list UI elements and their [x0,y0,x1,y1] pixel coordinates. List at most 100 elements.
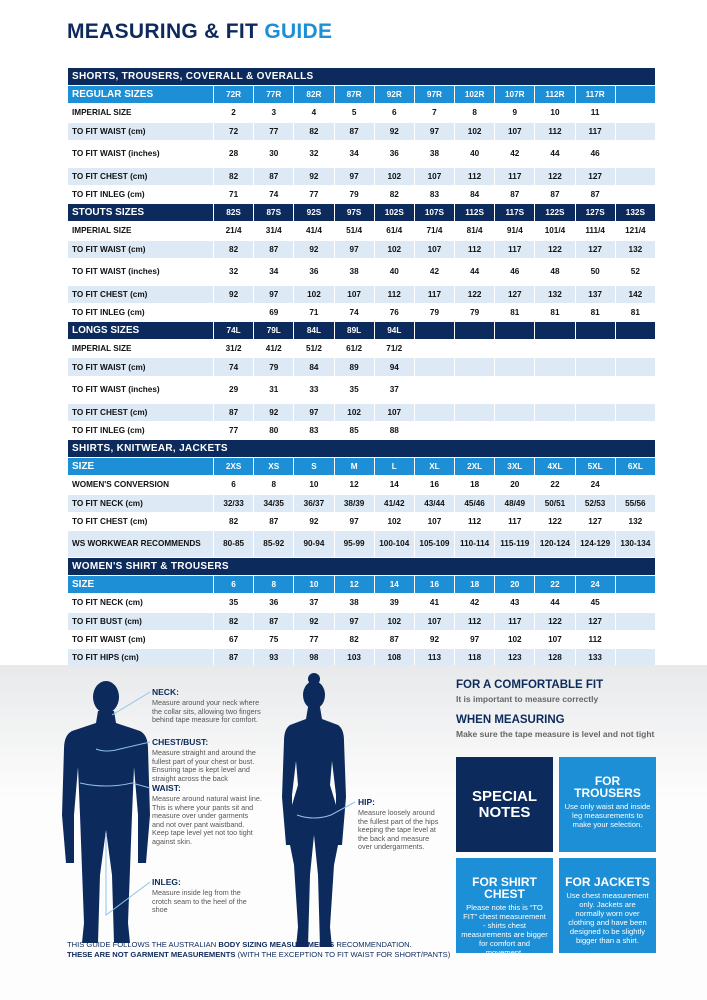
value-cell: 82 [294,122,334,141]
value-cell: 142 [615,285,655,304]
section-row: SHORTS, TROUSERS, COVERALL & OVERALLS [68,68,655,87]
empty-cell [455,376,495,404]
data-row: TO FIT NECK (cm) 35 36 37 38 39 41 42 43 44 45 [68,594,655,613]
section-title: SHORTS, TROUSERS, COVERALL & OVERALLS [68,68,655,87]
value-cell: 22 [535,476,575,495]
value-cell: 42 [414,258,455,286]
data-row: TO FIT INLEG (cm) 69 71 74 76 79 79 81 81 81 81 [68,303,655,323]
value-cell: 43 [495,594,535,613]
value-cell: 83 [294,421,334,440]
footer-text: THESE ARE NOT GARMENT MEASUREMENTS [67,950,236,959]
row-label: WOMEN'S CONVERSION [68,476,213,495]
row-label: TO FIT WAIST (inches) [68,140,213,168]
data-row: TO FIT INLEG (cm) 71 74 77 79 82 83 84 87 87 87 [68,185,655,205]
size-cell: 107R [495,86,535,105]
value-cell: 112 [374,285,414,304]
size-cell: 127S [575,204,615,223]
value-cell: 87 [214,403,254,422]
value-cell: 75 [254,630,294,649]
value-cell: 107 [334,285,374,304]
value-cell: 55/56 [615,494,655,513]
value-cell: 127 [575,612,615,631]
data-row: TO FIT NECK (cm) 32/33 34/35 36/37 38/39 41/4… [68,494,655,513]
value-cell: 102 [334,403,374,422]
row-label: TO FIT CHEST (cm) [68,285,213,304]
empty-cell [414,322,455,341]
value-cell: 92 [254,403,294,422]
value-cell: 85 [334,421,374,440]
value-cell: 14 [374,476,414,495]
measure-label: WAIST: [152,783,181,793]
size-label: LONGS SIZES [68,322,213,341]
size-label: REGULAR SIZES [68,86,213,105]
value-cell: 81 [535,303,575,323]
value-cell: 21/4 [214,222,254,241]
note-box: FOR TROUSERS Use only waist and inside le… [559,757,656,852]
empty-cell [535,421,575,440]
empty-cell [414,403,455,422]
value-cell: 87 [334,122,374,141]
row-label: TO FIT CHEST (cm) [68,512,213,531]
note-title: FOR JACKETS [565,875,650,889]
value-cell: 34 [254,258,294,286]
tip-text: Make sure the tape measure is level and … [456,729,655,739]
value-cell: 83 [414,185,455,205]
value-cell: 24 [575,476,615,495]
empty-cell [575,376,615,404]
row-label: WS WORKWEAR RECOMMENDS [68,530,213,558]
value-cell: 102 [495,630,535,649]
value-cell: 48 [535,258,575,286]
value-cell: 84 [455,185,495,205]
value-cell: 88 [374,421,414,440]
data-row: IMPERIAL SIZE 2 3 4 5 6 7 8 9 10 11 [68,104,655,123]
value-cell: 102 [455,122,495,141]
value-cell: 89 [334,358,374,377]
empty-cell [615,594,655,613]
value-cell: 87 [374,630,414,649]
value-cell: 31/4 [254,222,294,241]
value-cell: 5 [334,104,374,123]
row-label: TO FIT INLEG (cm) [68,303,213,323]
value-cell: 132 [615,240,655,259]
value-cell: 77 [254,122,294,141]
value-cell: 107 [535,630,575,649]
size-cell: 112R [535,86,575,105]
value-cell: 127 [575,240,615,259]
row-label: TO FIT WAIST (cm) [68,122,213,141]
size-cell: 89L [334,322,374,341]
empty-cell [615,340,655,359]
male-figure [62,681,150,943]
empty-cell [495,421,535,440]
row-label: TO FIT CHEST (cm) [68,403,213,422]
value-cell: 7 [414,104,455,123]
value-cell: 92 [294,240,334,259]
measure-label: HIP: [358,797,375,807]
row-label: IMPERIAL SIZE [68,222,213,241]
empty-cell [414,421,455,440]
empty-cell [615,185,655,205]
value-cell: 79 [334,185,374,205]
value-cell: 36/37 [294,494,334,513]
value-cell: 87 [254,167,294,186]
row-label: TO FIT INLEG (cm) [68,185,213,205]
value-cell: 81 [495,303,535,323]
value-cell: 10 [294,476,334,495]
value-cell: 39 [374,594,414,613]
note-text: Use chest measurement only. Jackets are … [566,891,649,945]
value-cell: 67 [214,630,254,649]
value-cell: 4 [294,104,334,123]
empty-cell [455,403,495,422]
size-cell: 122S [535,204,575,223]
size-cell: 107S [414,204,455,223]
title-main: MEASURING & FIT [67,20,259,43]
size-cell: 112S [455,204,495,223]
value-cell: 12 [334,476,374,495]
empty-cell [535,322,575,341]
value-cell: 120-124 [535,530,575,558]
row-label: TO FIT WAIST (inches) [68,376,213,404]
value-cell: 32 [214,258,254,286]
data-row: TO FIT INLEG (cm) 77 80 83 85 88 [68,421,655,440]
title: MEASURING & FIT GUIDE [67,20,332,44]
notes-title: SPECIAL NOTES [471,788,537,821]
size-row: SIZE 2XS XS S M L XL 2XL 3XL 4XL 5XL 6XL [68,458,655,477]
